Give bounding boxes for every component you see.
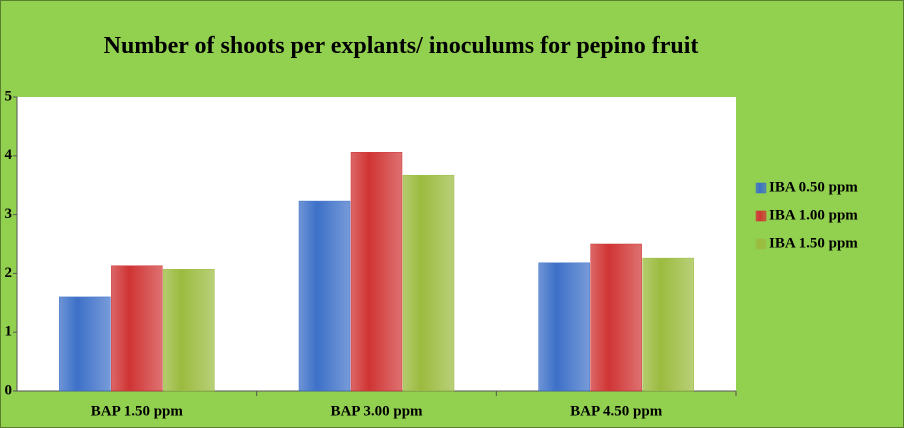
- y-tick-label: 4: [5, 147, 13, 163]
- bar: [642, 257, 694, 392]
- legend-label: IBA 1.00 ppm: [769, 207, 858, 223]
- x-tick-label: BAP 4.50 ppm: [570, 403, 663, 419]
- chart-title: Number of shoots per explants/ inoculums…: [103, 33, 699, 59]
- bar: [163, 269, 215, 392]
- bar: [402, 174, 455, 392]
- bar: [298, 200, 351, 392]
- legend-swatch: [755, 182, 767, 194]
- y-tick-label: 3: [5, 206, 13, 222]
- x-tick-label: BAP 1.50 ppm: [91, 403, 184, 419]
- bar: [350, 152, 403, 392]
- y-tick-label: 2: [5, 265, 13, 281]
- y-tick-label: 1: [5, 324, 13, 340]
- legend-label: IBA 0.50 ppm: [769, 179, 858, 195]
- legend-swatch: [755, 238, 767, 250]
- bar: [538, 262, 590, 392]
- legend-swatch: [755, 210, 767, 222]
- legend-label: IBA 1.50 ppm: [769, 235, 858, 251]
- bar: [59, 296, 111, 392]
- bar: [111, 265, 163, 392]
- x-tick-label: BAP 3.00 ppm: [330, 403, 423, 419]
- y-tick-label: 5: [5, 88, 13, 104]
- bar: [590, 243, 642, 392]
- y-tick-label: 0: [5, 382, 13, 398]
